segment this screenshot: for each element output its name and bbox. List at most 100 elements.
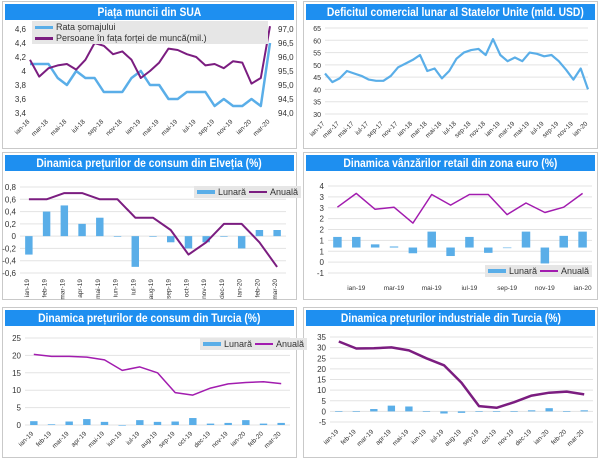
bar-monthly: [545, 408, 553, 412]
legend: Lunară Anuală: [200, 338, 308, 350]
x-tick-label: nov-19: [211, 430, 230, 449]
bar-monthly: [255, 230, 264, 237]
series-line: [30, 42, 272, 108]
legend-swatch-annual: [249, 191, 268, 193]
x-tick-label: mar-20: [272, 279, 279, 300]
legend-item-labor-force: Persoane în fața forței de muncă(mil.): [35, 33, 207, 43]
x-tick-label: dec-19: [514, 428, 533, 447]
y-tick-label: 1: [320, 236, 325, 245]
x-tick-label: ian-19: [18, 430, 36, 448]
x-tick-label: mai-19: [160, 118, 179, 137]
y-tick-label: 4: [320, 182, 325, 191]
bar-monthly: [65, 421, 73, 425]
y-tick-label: 4,2: [15, 53, 27, 62]
y-tick-label: 0,8: [5, 183, 17, 192]
title-text: Dinamica vânzărilor retail din zona euro…: [343, 156, 558, 170]
y2-tick-label: 95,5: [278, 67, 294, 76]
panel-turkey-ppi: Dinamica prețurilor industriale din Turc…: [303, 307, 598, 458]
legend: Lunară Anuală: [194, 186, 302, 198]
bar-monthly: [153, 421, 162, 425]
title-text: Dinamica prețurilor de consum din Elveți…: [36, 156, 263, 170]
x-tick-label: iul-19: [181, 118, 197, 134]
y-tick-label: 0: [320, 258, 325, 267]
bar-monthly: [333, 236, 342, 248]
x-tick-label: mar-20: [263, 430, 283, 450]
x-tick-label: mar-20: [566, 428, 586, 448]
legend-swatch-labor-force: [35, 36, 53, 40]
bar-monthly: [559, 235, 568, 248]
y-tick-label: 15: [317, 376, 326, 385]
y-tick-label: 1: [320, 247, 325, 256]
x-tick-label: ian-19: [24, 279, 31, 297]
x-tick-label: mar-19: [356, 428, 376, 448]
bar-monthly: [131, 236, 139, 267]
x-tick-label: ian-20: [574, 285, 592, 292]
y-tick-label: 45: [313, 75, 321, 82]
legend-swatch-unemployment: [35, 25, 53, 29]
bar-monthly: [189, 418, 197, 425]
bar-monthly: [96, 217, 104, 237]
legend-label: Lunară: [224, 339, 253, 349]
bar-monthly: [25, 236, 33, 255]
y-tick-label: 3: [320, 193, 325, 202]
x-tick-label: sep-19: [497, 285, 517, 292]
y-tick-label: 35: [313, 100, 321, 107]
legend-label: Anuală: [276, 339, 305, 349]
y-tick-label: 20: [12, 351, 21, 360]
bar-monthly: [502, 247, 512, 249]
x-tick-label: ian-20: [572, 120, 590, 138]
bar-monthly: [220, 236, 228, 237]
x-tick-label: apr-19: [77, 279, 84, 298]
bar-monthly: [446, 247, 455, 257]
series-line: [28, 192, 278, 268]
bar-monthly: [237, 236, 246, 249]
bar-monthly: [457, 411, 466, 413]
y-tick-label: 25: [12, 334, 21, 343]
x-tick-label: nov-19: [201, 279, 208, 299]
x-tick-label: feb-20: [254, 279, 261, 298]
y-tick-label: 35: [317, 333, 326, 342]
y2-tick-label: 95,0: [278, 81, 294, 90]
x-tick-label: feb-19: [42, 279, 49, 298]
bar-monthly: [440, 411, 448, 414]
legend-label: Anuală: [561, 266, 590, 276]
x-tick-label: iun-19: [106, 430, 124, 448]
bar-monthly: [242, 420, 250, 425]
x-tick-label: sep-19: [158, 430, 177, 449]
series-line: [29, 26, 271, 85]
bar-monthly: [405, 406, 413, 412]
bar-monthly: [475, 411, 483, 412]
bar-monthly: [521, 231, 531, 248]
bar-monthly: [580, 410, 588, 412]
y-tick-label: 30: [313, 112, 321, 119]
x-tick-label: ian-20: [235, 118, 253, 136]
legend-label: Persoane în fața forței de muncă(mil.): [56, 33, 207, 43]
legend-label: Lunară: [509, 266, 538, 276]
y-tick-label: 3,4: [15, 109, 27, 118]
x-tick-label: aug-19: [140, 430, 160, 450]
x-tick-label: ian-20: [533, 428, 551, 446]
x-tick-label: oct-19: [183, 279, 190, 297]
x-tick-label: oct-19: [480, 428, 498, 446]
y-tick-label: 4,6: [15, 25, 27, 34]
panel-us-trade-deficit: Deficitul comercial lunar al Statelor Un…: [303, 1, 598, 149]
bar-monthly: [202, 236, 210, 243]
panel-swiss-cpi: Dinamica prețurilor de consum din Elveți…: [2, 152, 297, 300]
y2-tick-label: 96,5: [278, 39, 294, 48]
legend-swatch-annual: [255, 343, 274, 345]
x-tick-label: apr-19: [375, 428, 394, 447]
chart-title: Piața muncii din SUA: [5, 4, 294, 20]
chart-title: Dinamica prețurilor de consum din Elveți…: [5, 155, 294, 171]
bar-monthly: [408, 247, 418, 254]
bar-monthly: [78, 223, 86, 237]
x-tick-label: nov-19: [535, 285, 555, 292]
x-tick-label: iun-19: [113, 279, 120, 297]
x-tick-label: nov-19: [215, 118, 234, 137]
x-tick-label: oct-19: [177, 430, 195, 448]
y-tick-label: 5: [322, 397, 327, 406]
bar-monthly: [492, 411, 501, 412]
x-tick-label: sep-19: [166, 279, 173, 299]
series-line: [336, 192, 584, 224]
legend-label: Anuală: [270, 187, 299, 197]
